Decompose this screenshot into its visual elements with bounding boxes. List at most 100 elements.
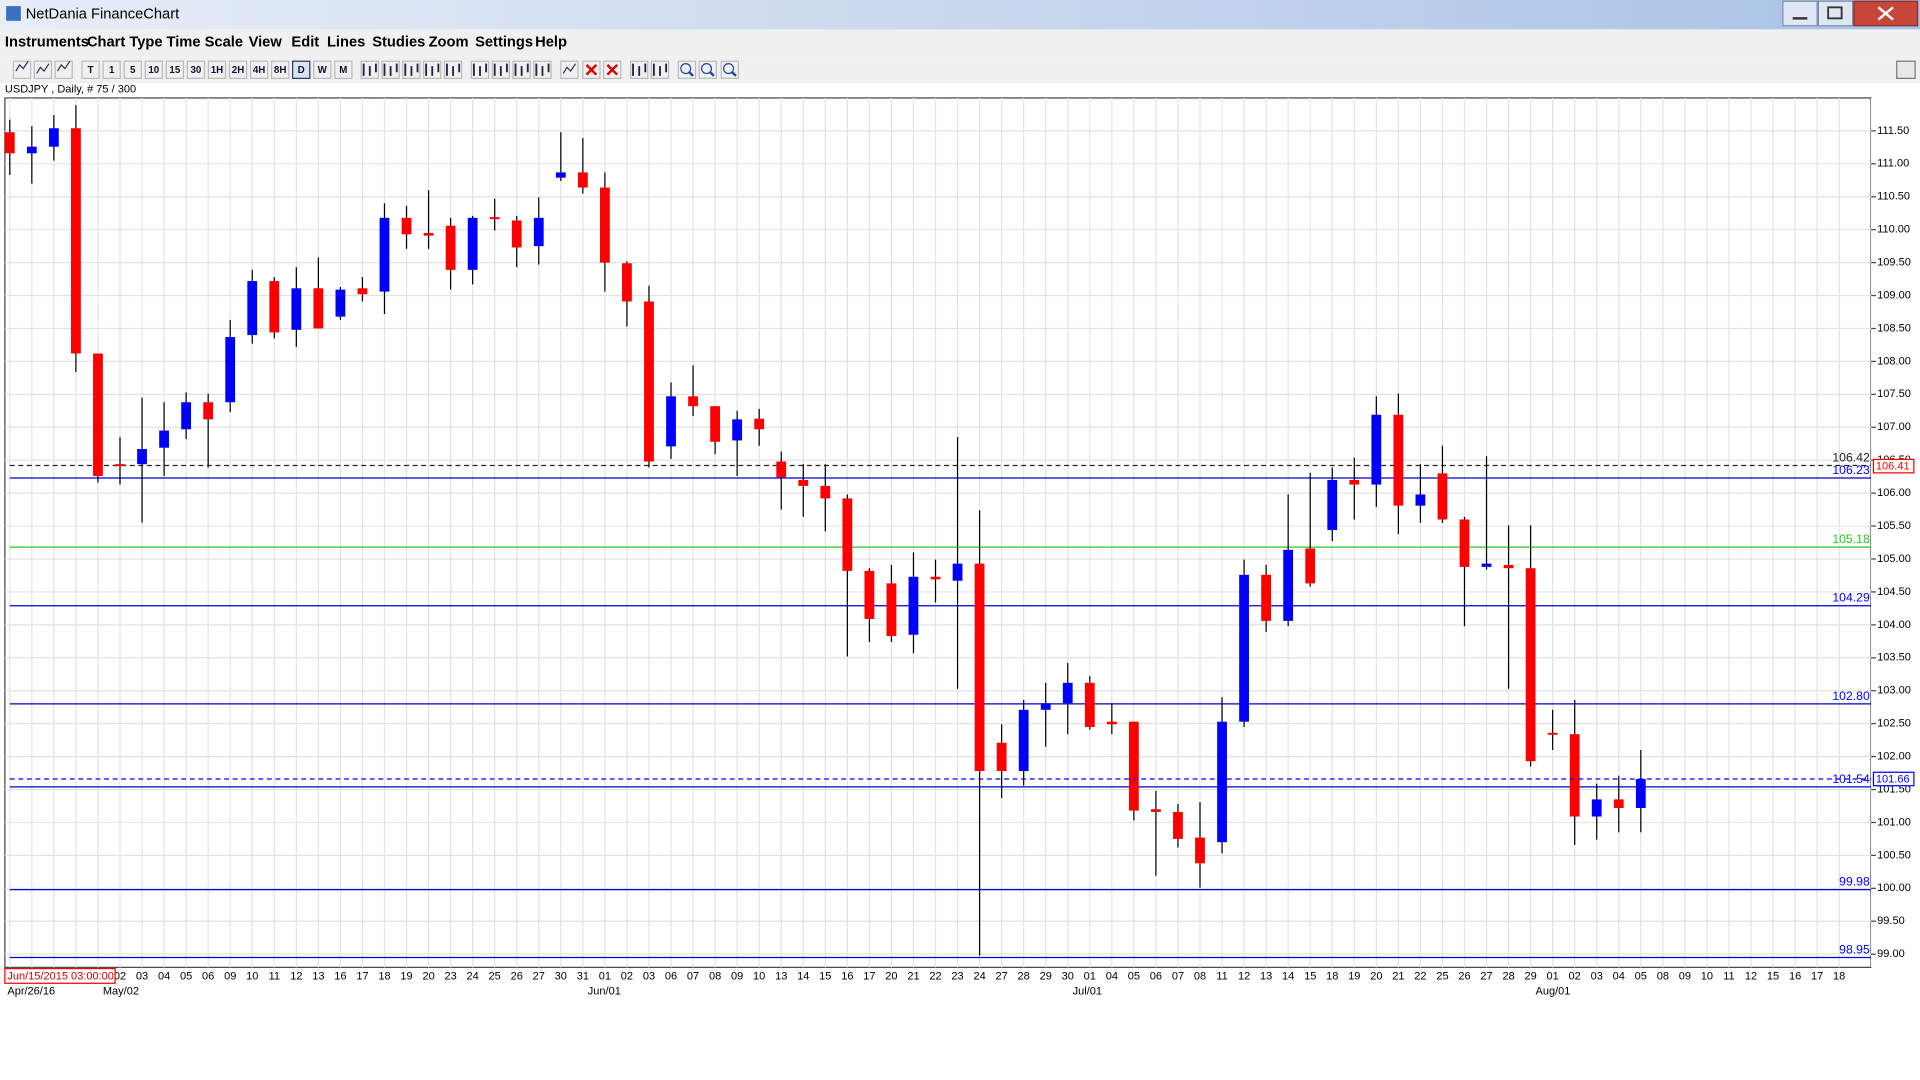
menu-item[interactable]: View — [249, 35, 283, 51]
close-glyph — [1877, 6, 1894, 21]
candle-body — [622, 263, 632, 302]
y-tick-label: 103.50 — [1877, 652, 1911, 664]
candle-body — [181, 402, 192, 430]
x-tick-label: 10 — [246, 970, 258, 982]
x-tick-label: 01 — [1547, 970, 1559, 982]
timeframe-button[interactable] — [81, 60, 100, 79]
menu-item[interactable]: Instruments — [5, 35, 89, 51]
x-tick-label: 05 — [180, 970, 192, 982]
x-tick-label: 06 — [202, 970, 214, 982]
candle-body — [93, 353, 103, 477]
menu-item[interactable]: Edit — [291, 35, 319, 51]
candle-body — [1217, 721, 1227, 843]
candle-body — [335, 289, 346, 317]
x-tick-label: 05 — [1128, 970, 1140, 982]
x-tick-label: 22 — [929, 970, 941, 982]
x-tick-label: 19 — [1348, 970, 1360, 982]
y-tick-label: 111.00 — [1877, 158, 1909, 170]
tool-button[interactable] — [54, 60, 73, 79]
y-tick-label: 107.50 — [1877, 388, 1911, 400]
tool-glyph — [632, 63, 647, 76]
y-tick-label: 109.50 — [1877, 257, 1911, 269]
candle-body — [1195, 837, 1205, 864]
timeframe-button[interactable] — [207, 60, 227, 79]
candle-body — [1613, 799, 1624, 808]
x-tick-label: 13 — [312, 970, 324, 982]
panel-button[interactable] — [1896, 60, 1916, 79]
tool-glyph — [446, 63, 461, 76]
level-label: 101.54 — [1832, 772, 1870, 786]
candle-body — [159, 430, 169, 448]
candle-body — [1040, 703, 1051, 710]
y-tick-label: 102.50 — [1877, 718, 1911, 730]
x-tick-label: 16 — [1789, 970, 1801, 982]
x-tick-label: 08 — [1657, 970, 1669, 982]
x-tick-label: 18 — [378, 970, 390, 982]
menu-item[interactable]: Time Scale — [167, 35, 243, 51]
x-tick-label: 15 — [819, 970, 831, 982]
timeframe-button[interactable] — [270, 60, 290, 79]
timeframe-label: 15 — [169, 65, 180, 76]
menu-item[interactable]: Lines — [327, 35, 365, 51]
candle-body — [4, 132, 15, 154]
x-tick-label: 26 — [1458, 970, 1470, 982]
menu-item[interactable]: Settings — [475, 35, 533, 51]
y-tick-label: 107.00 — [1877, 421, 1911, 433]
tool-glyph — [425, 63, 440, 76]
x-tick-label: 22 — [1414, 970, 1426, 982]
toolbar-buttons: T 1 5 10 15 30 1H 2H 4H 8H D W M — [12, 60, 739, 79]
x-tick-label: 01 — [1084, 970, 1096, 982]
candle-body — [269, 281, 280, 333]
candle-body — [1525, 568, 1536, 762]
x-tick-label: 23 — [951, 970, 963, 982]
period-label: May/02 — [103, 986, 139, 998]
period-label: Jun/01 — [588, 986, 621, 998]
timeframe-button[interactable] — [144, 60, 163, 79]
x-tick-label: 12 — [1238, 970, 1250, 982]
timeframe-button[interactable] — [292, 60, 311, 79]
menu-item[interactable]: Zoom — [429, 35, 469, 51]
timeframe-label: 2H — [232, 65, 245, 76]
timeframe-button[interactable] — [165, 60, 185, 79]
timeframe-button[interactable] — [228, 60, 248, 79]
timeframe-button[interactable] — [123, 60, 142, 79]
candle-body — [1261, 574, 1272, 621]
candle-body — [313, 288, 324, 329]
level-label: 104.29 — [1832, 591, 1870, 605]
timeframe-button[interactable] — [102, 60, 121, 79]
tool-button[interactable] — [12, 60, 32, 79]
candle-body — [1635, 778, 1646, 808]
candle-body — [1481, 563, 1492, 567]
period-label: Jul/01 — [1073, 986, 1102, 998]
timeframe-button[interactable] — [313, 60, 332, 79]
candle-body — [1393, 414, 1404, 506]
candle-body — [842, 498, 853, 571]
candle-body — [1106, 721, 1117, 725]
menu-item[interactable]: Help — [535, 35, 567, 51]
tool-glyph — [493, 63, 508, 76]
x-tick-label: 11 — [269, 970, 280, 982]
candle-body — [401, 217, 412, 235]
x-tick-label: 21 — [1392, 970, 1404, 982]
menu-item[interactable]: Studies — [372, 35, 425, 51]
x-tick-label: 13 — [1260, 970, 1272, 982]
x-tick-label: 15 — [1767, 970, 1779, 982]
candle-body — [952, 563, 963, 581]
menu-item[interactable]: Chart Type — [87, 35, 163, 51]
y-tick-label: 111.50 — [1877, 125, 1909, 137]
minimize-button[interactable] — [1782, 0, 1818, 27]
timeframe-button[interactable] — [186, 60, 206, 79]
maximize-button[interactable] — [1817, 0, 1854, 27]
timeframe-label: 1H — [211, 65, 224, 76]
candle-body — [1437, 473, 1448, 520]
candle-body — [203, 402, 214, 420]
candle-body — [1503, 564, 1514, 569]
maximize-glyph — [1827, 6, 1843, 20]
x-tick-label: 13 — [775, 970, 787, 982]
tool-glyph — [472, 63, 488, 76]
timeframe-button[interactable] — [249, 60, 269, 79]
timeframe-button[interactable] — [334, 60, 353, 79]
tool-glyph — [36, 63, 50, 74]
timeframe-label: 10 — [148, 65, 159, 76]
timeframe-label: 4H — [253, 65, 266, 76]
